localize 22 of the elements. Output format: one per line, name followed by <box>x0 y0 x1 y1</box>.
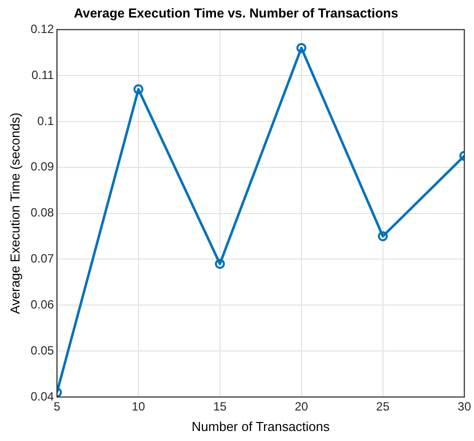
x-tick-label: 20 <box>294 400 308 414</box>
point <box>378 231 388 242</box>
y-tick-label: 0.04 <box>30 389 54 404</box>
y-tick-label: 0.12 <box>30 22 54 36</box>
x-tick-label: 30 <box>458 400 472 414</box>
x-tick-label: 25 <box>376 400 390 414</box>
point <box>133 84 144 94</box>
x-tick-label: 5 <box>54 400 61 414</box>
chart-title: Average Execution Time vs. Number of Transactions <box>74 5 398 20</box>
y-tick-label: 0.09 <box>30 160 54 174</box>
x-axis-title: Number of Transactions <box>192 418 330 434</box>
point <box>296 42 306 53</box>
y-tick-label: 0.05 <box>30 343 54 358</box>
y-tick-label: 0.06 <box>30 297 54 312</box>
y-tick-label: 0.07 <box>30 252 54 266</box>
y-axis-title: Average Execution Time (seconds) <box>7 112 22 314</box>
y-tick-label: 0.08 <box>30 206 54 220</box>
y-tick-label: 0.1 <box>37 114 54 128</box>
x-tick-label: 10 <box>132 400 146 414</box>
x-tick-label: 15 <box>213 400 227 414</box>
y-tick-label: 0.11 <box>31 68 54 82</box>
point <box>214 258 225 269</box>
